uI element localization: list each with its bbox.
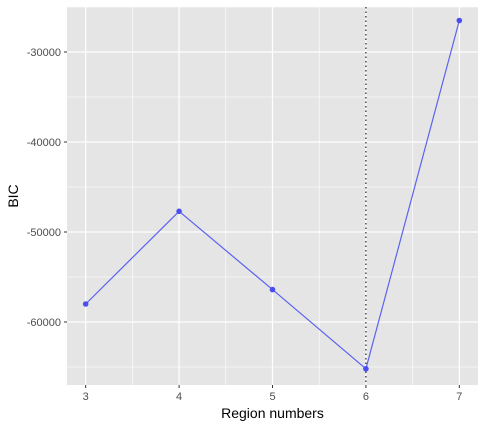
data-point bbox=[363, 366, 369, 372]
data-point bbox=[270, 287, 276, 293]
x-tick-label: 5 bbox=[269, 391, 275, 403]
y-tick-label: -50000 bbox=[27, 227, 61, 239]
y-tick-label: -40000 bbox=[27, 137, 61, 149]
x-tick-label: 4 bbox=[176, 391, 182, 403]
data-point bbox=[457, 18, 463, 24]
x-tick-label: 3 bbox=[83, 391, 89, 403]
data-point bbox=[83, 301, 89, 307]
x-tick-label: 6 bbox=[363, 391, 369, 403]
x-axis-title: Region numbers bbox=[221, 405, 324, 421]
y-axis-title: BIC bbox=[5, 184, 21, 207]
y-tick-label: -30000 bbox=[27, 47, 61, 59]
x-tick-label: 7 bbox=[456, 391, 462, 403]
data-point bbox=[176, 209, 182, 215]
y-tick-label: -60000 bbox=[27, 317, 61, 329]
